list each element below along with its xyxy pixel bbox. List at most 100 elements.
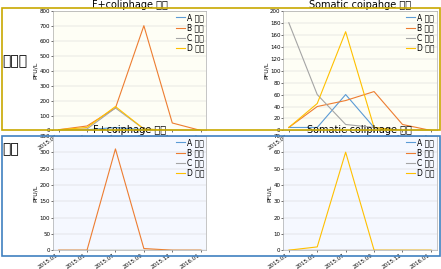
A 해역 — [141, 249, 146, 252]
D 해역 — [141, 249, 146, 252]
C 해역 — [56, 249, 61, 252]
Text: 육상수: 육상수 — [2, 54, 27, 68]
B 해역 — [141, 24, 146, 27]
Y-axis label: PFU/L: PFU/L — [33, 184, 38, 202]
D 해역 — [198, 129, 203, 132]
A 해역 — [84, 249, 90, 252]
C 해역 — [113, 249, 118, 252]
Line: A 해역: A 해역 — [289, 94, 431, 130]
Title: F+coliphage 농도: F+coliphage 농도 — [92, 0, 168, 10]
B 해역 — [343, 99, 348, 102]
A 해역 — [170, 249, 175, 252]
B 해역 — [428, 249, 434, 252]
B 해역 — [286, 126, 292, 129]
D 해역 — [84, 126, 90, 129]
A 해역 — [198, 249, 203, 252]
D 해역 — [113, 105, 118, 108]
C 해역 — [84, 249, 90, 252]
Legend: A 해역, B 해역, C 해역, D 해역: A 해역, B 해역, C 해역, D 해역 — [175, 137, 205, 178]
A 해역 — [170, 129, 175, 132]
D 해역 — [428, 129, 434, 132]
D 해역 — [198, 249, 203, 252]
Title: Somatic coipahge 농도: Somatic coipahge 농도 — [309, 0, 411, 10]
C 해역 — [371, 126, 377, 129]
A 해역 — [198, 129, 203, 132]
D 해역 — [84, 249, 90, 252]
C 해역 — [286, 21, 292, 24]
B 해역 — [371, 249, 377, 252]
A 해역 — [428, 249, 434, 252]
B 해역 — [113, 107, 118, 110]
D 해역 — [113, 249, 118, 252]
A 해역 — [113, 249, 118, 252]
C 해역 — [198, 249, 203, 252]
C 해역 — [141, 127, 146, 130]
B 해역 — [314, 249, 320, 252]
D 해역 — [314, 245, 320, 249]
A 해역 — [286, 126, 292, 129]
C 해역 — [371, 249, 377, 252]
Line: C 해역: C 해역 — [289, 23, 431, 130]
C 해역 — [343, 249, 348, 252]
Legend: A 해역, B 해역, C 해역, D 해역: A 해역, B 해역, C 해역, D 해역 — [405, 137, 435, 178]
B 해역 — [286, 249, 292, 252]
A 해역 — [371, 126, 377, 129]
B 해역 — [428, 129, 434, 132]
A 해역 — [400, 129, 405, 132]
D 해역 — [400, 249, 405, 252]
A 해역 — [314, 126, 320, 129]
C 해역 — [400, 249, 405, 252]
Line: B 해역: B 해역 — [289, 91, 431, 130]
B 해역 — [56, 249, 61, 252]
A 해역 — [314, 249, 320, 252]
D 해역 — [170, 129, 175, 132]
D 해역 — [170, 249, 175, 252]
D 해역 — [286, 249, 292, 252]
B 해역 — [198, 249, 203, 252]
B 해역 — [56, 128, 61, 131]
Line: D 해역: D 해역 — [289, 32, 431, 130]
C 해역 — [400, 129, 405, 132]
D 해역 — [141, 127, 146, 130]
Title: Somatic coliphage 농도: Somatic coliphage 농도 — [307, 125, 412, 135]
B 해역 — [198, 129, 203, 132]
C 해역 — [141, 249, 146, 252]
A 해역 — [286, 249, 292, 252]
A 해역 — [56, 129, 61, 132]
D 해역 — [371, 126, 377, 129]
C 해역 — [286, 249, 292, 252]
C 해역 — [428, 249, 434, 252]
B 해역 — [141, 247, 146, 250]
B 해역 — [371, 90, 377, 93]
D 해역 — [343, 30, 348, 33]
Line: D 해역: D 해역 — [59, 107, 201, 130]
C 해역 — [113, 107, 118, 110]
B 해역 — [343, 249, 348, 252]
Legend: A 해역, B 해역, C 해역, D 해역: A 해역, B 해역, C 해역, D 해역 — [405, 12, 435, 53]
C 해역 — [314, 93, 320, 96]
A 해역 — [343, 93, 348, 96]
A 해역 — [428, 129, 434, 132]
C 해역 — [428, 129, 434, 132]
Y-axis label: PFU/L: PFU/L — [263, 62, 269, 79]
B 해역 — [113, 147, 118, 151]
D 해역 — [428, 249, 434, 252]
Title: F+coiphage 농도: F+coiphage 농도 — [93, 125, 166, 135]
A 해역 — [343, 249, 348, 252]
A 해역 — [141, 128, 146, 131]
Line: A 해역: A 해역 — [59, 128, 201, 130]
Y-axis label: PFU/L: PFU/L — [267, 184, 272, 202]
Y-axis label: PFU/L: PFU/L — [33, 62, 38, 79]
A 해역 — [113, 126, 118, 129]
Line: B 해역: B 해역 — [59, 149, 201, 250]
D 해역 — [400, 129, 405, 132]
C 해역 — [170, 129, 175, 132]
Line: B 해역: B 해역 — [59, 26, 201, 130]
B 해역 — [400, 249, 405, 252]
Legend: A 해역, B 해역, C 해역, D 해역: A 해역, B 해역, C 해역, D 해역 — [175, 12, 205, 53]
D 해역 — [371, 249, 377, 252]
D 해역 — [314, 102, 320, 105]
D 해역 — [343, 151, 348, 154]
Line: C 해역: C 해역 — [59, 108, 201, 130]
C 해역 — [56, 128, 61, 131]
